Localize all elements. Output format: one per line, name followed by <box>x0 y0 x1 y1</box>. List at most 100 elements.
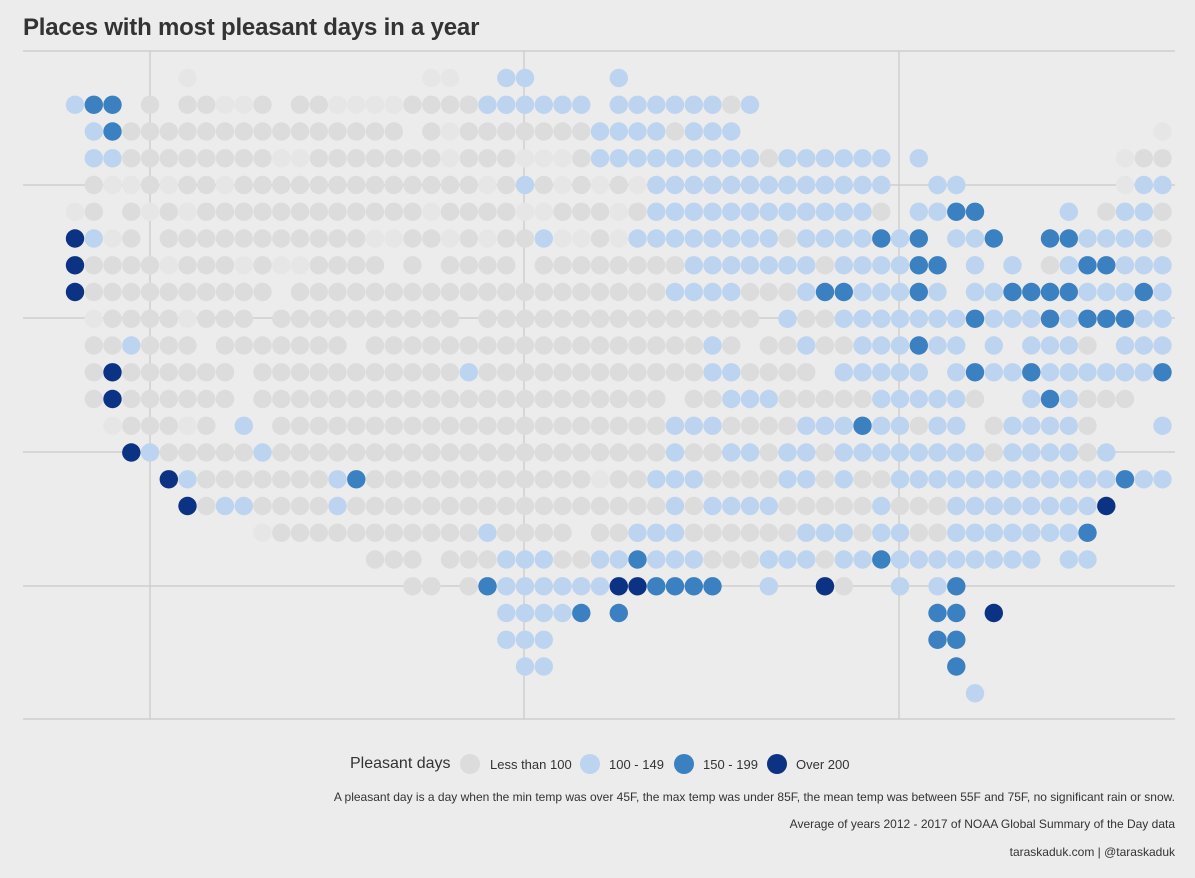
dot-less-than-100 <box>197 496 216 516</box>
dot-100-149 <box>759 389 778 409</box>
dot-less-than-100 <box>403 496 422 516</box>
dot-100-149 <box>722 175 741 195</box>
dot-less-than-100 <box>872 202 891 221</box>
dot-100-149 <box>890 577 910 596</box>
dot-100-149 <box>1097 363 1116 382</box>
dot-150-199 <box>928 603 947 623</box>
dot-100-149 <box>665 149 685 168</box>
dot-less-than-100 <box>272 470 291 489</box>
dot-100-149 <box>759 175 778 195</box>
dot-less-than-100 <box>365 363 385 382</box>
dot-less-than-100 <box>1040 256 1060 275</box>
dot-100-149 <box>328 496 347 516</box>
dot-less-than-100 <box>159 149 178 168</box>
dot-less-than-100 <box>234 175 253 195</box>
dot-less-than-100 <box>590 175 610 195</box>
dot-100-149 <box>665 550 685 569</box>
dot-less-than-100 <box>215 175 235 195</box>
dot-less-than-100 <box>347 256 366 275</box>
dot-100-149 <box>740 229 760 248</box>
dot-100-149 <box>834 416 853 435</box>
dot-less-than-100 <box>628 496 647 516</box>
dot-less-than-100 <box>84 389 104 409</box>
dot-100-149 <box>947 470 966 489</box>
dot-less-than-100 <box>984 443 1003 462</box>
dot-100-149 <box>778 149 797 168</box>
dot-less-than-100 <box>703 523 722 542</box>
dot-100-149 <box>853 336 872 355</box>
dot-less-than-100 <box>384 122 403 141</box>
dot-less-than-100 <box>309 149 328 168</box>
dot-less-than-100 <box>572 175 591 195</box>
dot-less-than-100 <box>534 443 553 462</box>
dot-less-than-100 <box>403 550 422 569</box>
dot-150-199 <box>909 336 928 355</box>
dot-150-199 <box>1078 523 1097 542</box>
dot-less-than-100 <box>365 389 385 409</box>
dot-150-199 <box>872 550 891 569</box>
dot-100-149 <box>1115 202 1135 221</box>
dot-100-149 <box>834 309 853 328</box>
dot-less-than-100 <box>553 416 572 435</box>
dot-less-than-100 <box>628 256 647 275</box>
dot-100-149 <box>1153 175 1172 195</box>
dot-less-than-100 <box>459 175 478 195</box>
dot-less-than-100 <box>534 175 553 195</box>
dot-less-than-100 <box>84 336 104 355</box>
dot-150-199 <box>1097 256 1116 275</box>
dot-less-than-100 <box>309 523 328 542</box>
dot-less-than-100 <box>515 496 535 516</box>
dot-100-149 <box>515 68 535 88</box>
dot-less-than-100 <box>403 95 422 115</box>
dot-100-149 <box>1153 416 1172 435</box>
dot-100-149 <box>1003 443 1022 462</box>
dot-100-149 <box>740 149 760 168</box>
dot-less-than-100 <box>159 122 178 141</box>
dot-less-than-100 <box>609 175 628 195</box>
dot-100-149 <box>1134 256 1154 275</box>
dot-less-than-100 <box>328 363 347 382</box>
dot-less-than-100 <box>178 122 197 141</box>
dot-less-than-100 <box>178 309 197 328</box>
dot-less-than-100 <box>309 363 328 382</box>
dot-over-200 <box>1097 496 1116 516</box>
dot-less-than-100 <box>778 229 797 248</box>
dot-100-149 <box>1003 256 1022 275</box>
dot-100-149 <box>515 657 535 676</box>
chart-title: Places with most pleasant days in a year <box>23 14 480 41</box>
dot-less-than-100 <box>422 443 441 462</box>
dot-less-than-100 <box>572 122 591 141</box>
dot-less-than-100 <box>403 175 422 195</box>
dot-less-than-100 <box>422 363 441 382</box>
dot-100-149 <box>778 470 797 489</box>
dot-less-than-100 <box>272 336 291 355</box>
dot-less-than-100 <box>290 470 310 489</box>
dot-less-than-100 <box>647 336 666 355</box>
dot-100-149 <box>703 229 722 248</box>
dot-less-than-100 <box>365 523 385 542</box>
dot-less-than-100 <box>647 309 666 328</box>
dot-less-than-100 <box>84 282 104 302</box>
dot-100-149 <box>1078 496 1097 516</box>
dot-less-than-100 <box>272 149 291 168</box>
dot-less-than-100 <box>478 470 497 489</box>
dot-100-149 <box>722 202 741 221</box>
dot-less-than-100 <box>459 496 478 516</box>
dot-less-than-100 <box>459 336 478 355</box>
dot-less-than-100 <box>422 577 441 596</box>
dot-100-149 <box>984 363 1003 382</box>
dot-less-than-100 <box>1153 202 1172 221</box>
dot-less-than-100 <box>290 309 310 328</box>
dot-100-149 <box>553 603 572 623</box>
legend-key-100-149 <box>580 754 600 774</box>
dot-100-149 <box>965 229 985 248</box>
dot-less-than-100 <box>272 122 291 141</box>
dot-less-than-100 <box>459 282 478 302</box>
dot-less-than-100 <box>290 363 310 382</box>
dot-100-149 <box>947 416 966 435</box>
dot-less-than-100 <box>197 282 216 302</box>
dot-100-149 <box>590 122 610 141</box>
dot-less-than-100 <box>103 175 122 195</box>
dot-less-than-100 <box>290 282 310 302</box>
dot-150-199 <box>909 229 928 248</box>
